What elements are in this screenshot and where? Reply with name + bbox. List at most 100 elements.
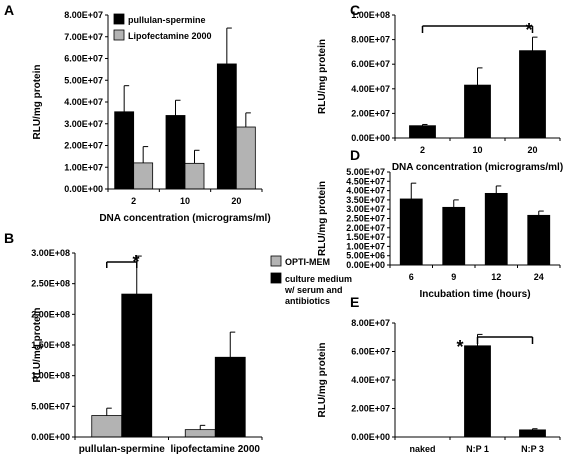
legend-swatch [270,272,282,284]
bar [133,162,154,190]
x-tick-label: 9 [451,272,456,282]
y-tick-label: 2.00E+08 [31,309,70,319]
bar [409,125,436,139]
bar [464,84,491,139]
y-tick-label: 0.00E+00 [346,260,385,270]
chart-panel-b: B 0.00E+00 5.00E+07 1.00E+08 1.50E+08 2.00E+0… [4,230,352,455]
x-tick-label: 20 [231,196,241,206]
x-tick-label: 12 [491,272,501,282]
y-axis-title: RLU/mg protein [317,39,328,114]
y-tick-label: 2.00E+07 [64,141,103,151]
y-axis-title: RLU/mg protein [317,343,328,418]
y-tick-label: 3.00E+07 [346,204,385,214]
y-tick-label: 2.50E+07 [346,214,385,224]
panel-letter: A [4,2,14,18]
y-tick-label: 1.00E+07 [64,162,103,172]
y-tick-label: 6.00E+07 [351,59,390,69]
y-tick-label: 5.00E+06 [346,251,385,261]
y-tick-label: 3.50E+07 [346,195,385,205]
bar [214,356,246,438]
legend-swatch [270,255,282,267]
y-tick-label: 1.00E+08 [351,10,390,20]
y-tick-label: 2.00E+07 [351,108,390,118]
y-tick-label: 5.00E+07 [346,167,385,177]
bar [519,50,546,139]
x-axis-title: DNA concentration (micrograms/ml) [99,213,270,224]
bar [484,192,508,266]
y-tick-label: 3.00E+08 [31,248,70,258]
bar [184,429,216,438]
bar [165,115,186,190]
legend-label: culture medium [285,274,352,284]
legend-swatch [113,13,125,25]
y-tick-label: 4.00E+07 [351,84,390,94]
x-tick-label: 2 [131,196,136,206]
y-tick-label: 4.00E+07 [351,375,390,385]
y-tick-label: 3.00E+07 [64,119,103,129]
y-tick-label: 5.00E+07 [64,75,103,85]
chart-panel-c: C 0.00E+00 2.00E+07 4.00E+07 6.00E+07 8.00E+0… [317,2,563,173]
y-tick-label: 6.00E+07 [64,54,103,64]
bar [216,63,237,190]
y-tick-label: 1.50E+07 [346,232,385,242]
panel-letter: C [350,2,360,18]
bar [442,206,466,266]
y-tick-label: 8.00E+07 [64,10,103,20]
y-tick-label: 2.00E+07 [351,404,390,414]
bar [464,345,491,438]
bar [235,126,256,190]
legend-label: antibiotics [285,296,330,306]
y-axis-title: RLU/mg protein [32,308,43,383]
significance-star: * [456,337,463,357]
x-tick-label: N:P 1 [466,444,489,454]
significance-star: * [132,252,139,272]
y-tick-label: 2.50E+08 [31,279,70,289]
y-tick-label: 1.50E+08 [31,340,70,350]
significance-star: * [525,20,532,40]
y-tick-label: 6.00E+07 [351,347,390,357]
x-tick-label: N:P 3 [521,444,544,454]
x-tick-label: pullulan-spermine [79,444,166,455]
legend-label: w/ serum and [284,285,343,295]
y-axis-title: RLU/mg protein [32,65,43,140]
bar [519,429,546,438]
legend-label: Lipofectamine 2000 [128,31,212,41]
x-axis-title: Incubation time (hours) [419,289,530,300]
y-axis-title: RLU/mg protein [317,181,328,256]
y-tick-label: 7.00E+07 [64,32,103,42]
chart-panel-e: E 0.00E+00 2.00E+07 4.00E+07 6.00E+07 8.00E+0… [317,294,561,454]
y-tick-label: 8.00E+07 [351,318,390,328]
y-tick-label: 5.00E+07 [31,401,70,411]
x-tick-label: lipofectamine 2000 [171,444,261,455]
x-tick-label: 6 [409,272,414,282]
x-tick-label: 2 [420,145,425,155]
chart-panel-a: A 0.00E+00 1.00E+07 2.00E+07 3.00E+07 4.00E+0… [4,2,271,224]
x-axis-title: DNA concentration (micrograms/ml) [392,162,563,173]
panel-letter: D [350,147,360,163]
x-tick-label: 24 [534,272,544,282]
panel-letter: E [350,294,359,310]
bar [121,293,153,438]
x-tick-label: 10 [472,145,482,155]
bar [114,111,135,190]
panel-letter: B [4,230,14,246]
y-tick-label: 8.00E+07 [351,35,390,45]
y-tick-label: 4.00E+07 [64,97,103,107]
y-tick-label: 0.00E+00 [351,133,390,143]
y-tick-label: 0.00E+00 [64,184,103,194]
bar [184,162,205,190]
x-tick-label: naked [409,444,435,454]
y-tick-label: 4.00E+07 [346,186,385,196]
chart-panel-d: D 0.00E+005.00E+061.00E+071.50E+072.00E+0… [317,147,561,300]
x-tick-label: 20 [527,145,537,155]
legend-label: OPTI-MEM [285,257,330,267]
bar [399,198,423,266]
y-tick-label: 1.00E+08 [31,371,70,381]
bar [527,214,551,266]
y-tick-label: 0.00E+00 [31,432,70,442]
y-tick-label: 2.00E+07 [346,223,385,233]
y-tick-label: 1.00E+07 [346,241,385,251]
x-tick-label: 10 [180,196,190,206]
legend-label: pullulan-spermine [128,15,206,25]
